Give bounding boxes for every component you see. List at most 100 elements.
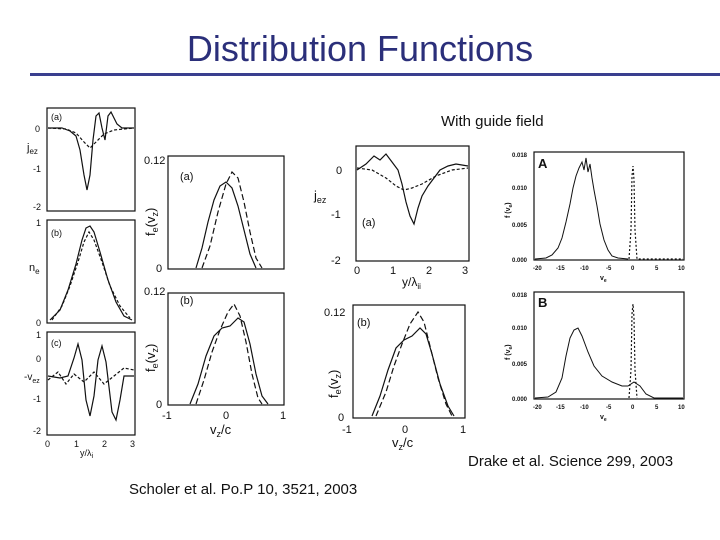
col1-panel-c-frame <box>46 331 136 436</box>
col1-panel-b-tag: (b) <box>51 228 62 238</box>
col1-panel-a-ytick-2: -2 <box>33 202 41 212</box>
col1-panel-c-tag: (c) <box>51 338 62 348</box>
drake-panel-a-xtick-2: -10 <box>580 266 589 272</box>
drake-panel-a-xtick-6: 10 <box>678 266 685 272</box>
col1-xtick-1: 1 <box>74 439 79 449</box>
drake-panel-b-ytick-2: 0.005 <box>512 362 528 368</box>
col1-panel-b-ytick-1: 0 <box>36 318 41 328</box>
drake-panel-b-xtick-1: -15 <box>556 405 565 411</box>
col2-panel-a-solid-curve <box>195 181 257 269</box>
scholer-citation: Scholer et al. Po.P 10, 3521, 2003 <box>129 481 358 498</box>
col1-panel-b-ytick-0: 1 <box>36 218 41 228</box>
drake-panel-a-ylabel: f (ve) <box>505 202 514 218</box>
drake-panel-a-xtick-5: 5 <box>655 266 659 272</box>
col3-panel-b-dashed-curve <box>375 310 453 417</box>
title-rule <box>30 73 720 76</box>
drake-panel-a-xlabel: ve <box>600 275 607 284</box>
col2-panel-b-ytick-0: 0.12 <box>144 286 165 298</box>
col1-panel-a-ytick-0: 0 <box>35 124 40 134</box>
col1-panel-a-tag: (a) <box>51 112 62 122</box>
drake-panel-a-ytick-1: 0.010 <box>512 186 528 192</box>
col2-xtick-0: -1 <box>162 410 172 422</box>
col2-panel-a-ylabel: fe(vz) <box>143 208 160 236</box>
drake-panel-a-dashed-curve <box>628 165 683 260</box>
drake-panel-b-xtick-4: 0 <box>631 405 635 411</box>
col2-panel-b-ylabel: fe(vz) <box>143 344 160 372</box>
drake-panel-a-ytick-0: 0.018 <box>512 153 528 159</box>
col2-panel-a-ytick-0: 0.12 <box>144 155 165 167</box>
col2-xtick-1: 0 <box>223 410 229 422</box>
col1-panel-c-ytick-3: -2 <box>33 426 41 436</box>
col1-panel-c-ylabel: -vez <box>24 372 40 385</box>
drake-panel-b-xtick-0: -20 <box>533 405 542 411</box>
col3-panel-a-xtick-3: 3 <box>462 265 468 277</box>
col1-panel-b-dashed-curve <box>51 230 131 321</box>
col2-xtick-2: 1 <box>280 410 286 422</box>
drake-panel-b-xtick-6: 10 <box>678 405 685 411</box>
col3-panel-b-xtick-2: 1 <box>460 424 466 436</box>
col3-panel-a-xtick-1: 1 <box>390 265 396 277</box>
col2-panel-b-solid-curve <box>189 317 269 405</box>
drake-panel-b-ytick-1: 0.010 <box>512 326 528 332</box>
col3-panel-a-xtick-2: 2 <box>426 265 432 277</box>
drake-panel-b-xlabel: ve <box>600 414 607 423</box>
col3-panel-b <box>352 304 466 419</box>
drake-panel-a-ytick-3: 0.000 <box>512 258 528 264</box>
col1-panel-c <box>46 331 136 436</box>
col1-panel-c-dashed-curve <box>47 367 135 386</box>
col3-panel-a-frame <box>355 145 470 262</box>
col2-panel-a-tag: (a) <box>180 171 193 183</box>
col3-panel-b-tag: (b) <box>357 317 370 329</box>
drake-panel-b-xtick-3: -5 <box>606 405 612 411</box>
col3-panel-a-ylabel: jez <box>313 188 327 205</box>
col3-panel-b-ylabel: fe(vz) <box>326 370 343 398</box>
col1-xtick-3: 3 <box>130 439 135 449</box>
col3-panel-b-ytick-1: 0 <box>338 412 344 424</box>
col2-panel-a-ytick-1: 0 <box>156 263 162 275</box>
col3-panel-b-solid-curve <box>371 327 455 417</box>
col2-panel-a-frame <box>167 155 285 270</box>
drake-panel-b-ytick-0: 0.018 <box>512 293 528 299</box>
col3-panel-a-solid-curve <box>356 153 469 226</box>
col1-panel-a-ylabel: jez <box>26 142 38 156</box>
col1-panel-c-ytick-2: -1 <box>33 394 41 404</box>
col2-panel-b-ytick-1: 0 <box>156 399 162 411</box>
slide-title: Distribution Functions <box>186 28 534 69</box>
col2-xlabel: vz/c <box>210 422 232 439</box>
guide-field-caption: With guide field <box>441 113 544 130</box>
col2-panel-b-frame <box>167 292 285 406</box>
col3-panel-b-frame <box>352 304 466 419</box>
drake-panel-a-xtick-1: -15 <box>556 266 565 272</box>
col3-panel-a-dashed-curve <box>356 167 469 191</box>
col1-panel-a-solid-curve <box>48 110 134 191</box>
drake-panel-b <box>533 291 685 400</box>
col1-panel-a-dashed-curve <box>47 127 135 149</box>
col2-panel-b-tag: (b) <box>180 295 193 307</box>
drake-panel-a-xtick-4: 0 <box>631 266 635 272</box>
col1-panel-a <box>46 107 136 212</box>
col1-panel-b-frame <box>46 219 136 324</box>
drake-panel-a-xtick-3: -5 <box>606 266 612 272</box>
drake-panel-b-frame <box>533 291 685 400</box>
drake-panel-a-solid-curve <box>534 157 629 260</box>
drake-citation: Drake et al. Science 299, 2003 <box>468 453 674 470</box>
col3-panel-a-ytick-0: 0 <box>336 165 342 177</box>
col3-panel-a-xlabel: y/λii <box>402 275 421 291</box>
col1-panel-c-ytick-0: 1 <box>36 330 41 340</box>
col2-panel-b <box>167 292 285 406</box>
col1-xtick-0: 0 <box>45 439 50 449</box>
col1-panel-c-ytick-1: 0 <box>36 354 41 364</box>
drake-panel-a-frame <box>533 151 685 261</box>
col3-panel-b-xtick-0: -1 <box>342 424 352 436</box>
col2-panel-a-dashed-curve <box>201 170 263 269</box>
col2-panel-a <box>167 155 285 270</box>
col3-panel-a-ytick-1: -1 <box>331 209 341 221</box>
col1-xlabel: y/λi <box>80 448 94 460</box>
drake-panel-a-xtick-0: -20 <box>533 266 542 272</box>
col3-panel-a-xtick-0: 0 <box>354 265 360 277</box>
drake-panel-a-tag: A <box>538 156 548 171</box>
col1-panel-c-solid-curve <box>47 341 134 422</box>
col3-panel-a <box>355 145 470 262</box>
drake-panel-a-ytick-2: 0.005 <box>512 223 528 229</box>
